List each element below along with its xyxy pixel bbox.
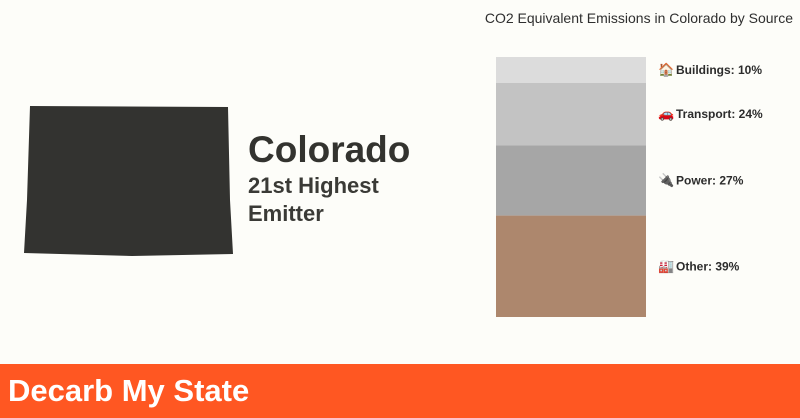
- site-title[interactable]: Decarb My State: [8, 373, 250, 408]
- emissions-stacked-bar-chart: 🏠 Buildings: 10% 🚗 Transport: 24% 🔌 Power: 27…: [496, 57, 763, 317]
- segment-label-buildings: Buildings: 10%: [676, 63, 762, 77]
- car-icon: 🚗: [658, 106, 674, 121]
- segment-label-transport: Transport: 24%: [676, 107, 763, 121]
- state-name: Colorado: [248, 129, 411, 170]
- footer-banner: Decarb My State: [0, 364, 800, 418]
- chart-title: CO2 Equivalent Emissions in Colorado by …: [484, 10, 793, 26]
- bar-segment-buildings: [496, 57, 646, 83]
- plug-icon: 🔌: [658, 173, 674, 188]
- segment-label-power: Power: 27%: [676, 174, 744, 188]
- bar-segment-power: [496, 145, 646, 216]
- factory-icon: 🏭: [658, 258, 674, 273]
- segment-label-other: Other: 39%: [676, 259, 740, 273]
- house-icon: 🏠: [658, 62, 674, 77]
- bar-segment-other: [496, 215, 646, 317]
- state-info: Colorado 21st Highest Emitter: [248, 130, 468, 228]
- colorado-state-shape: [24, 106, 233, 256]
- emitter-rank: 21st Highest Emitter: [248, 173, 379, 226]
- bar-segment-transport: [496, 83, 646, 146]
